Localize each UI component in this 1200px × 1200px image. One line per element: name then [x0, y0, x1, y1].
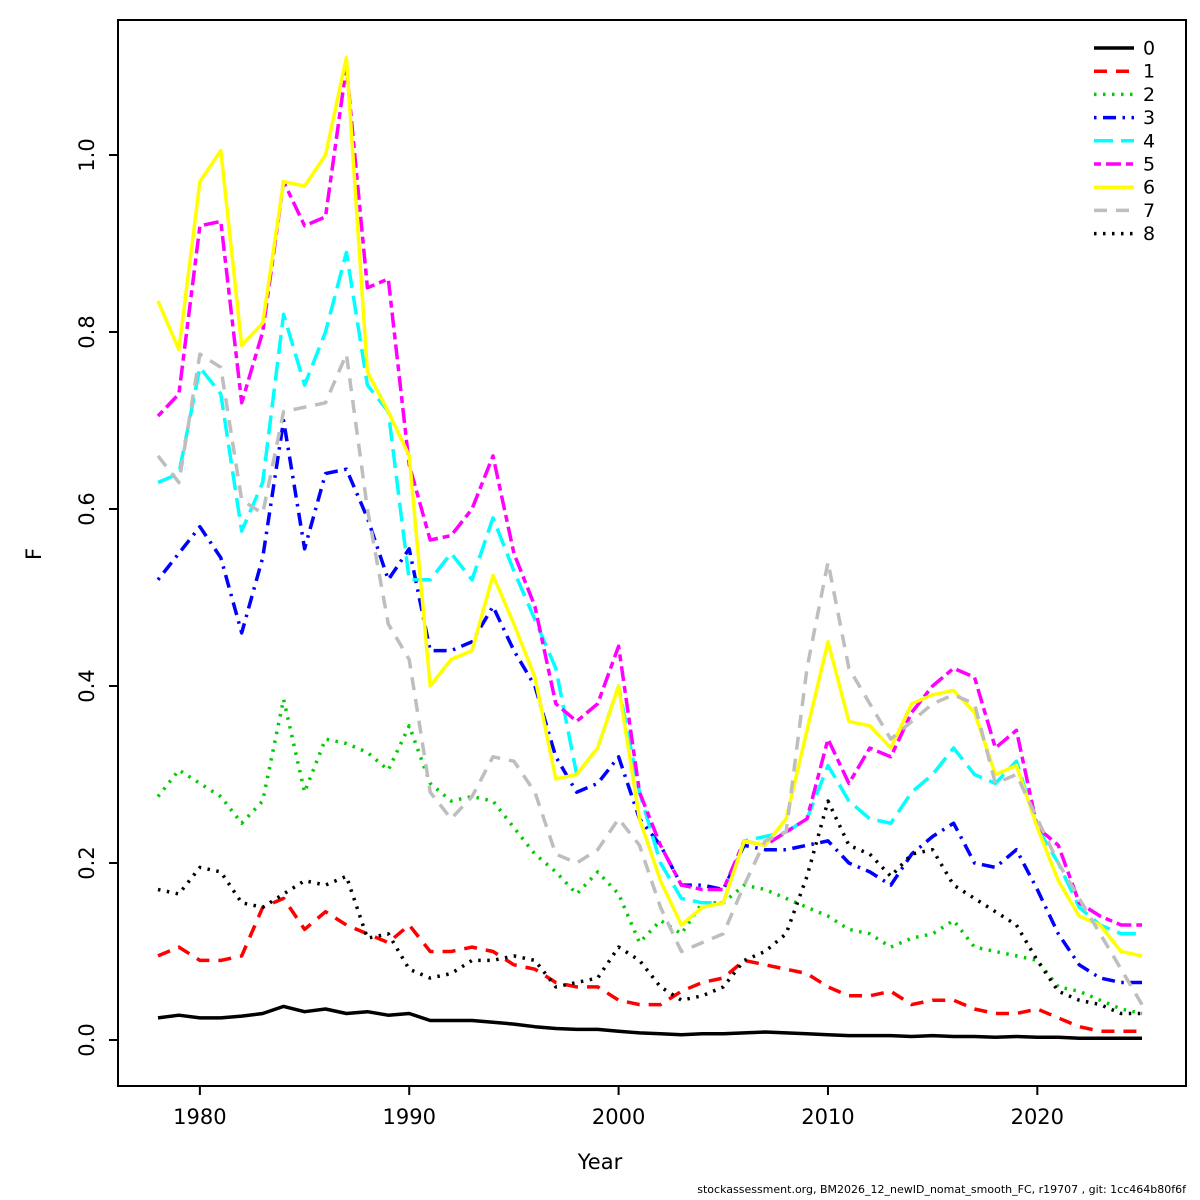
x-axis-label: Year — [577, 1150, 623, 1174]
x-tick-label: 2020 — [1011, 1105, 1064, 1129]
legend-label: 0 — [1143, 38, 1155, 60]
legend-label: 6 — [1143, 177, 1155, 199]
series-line-3 — [156, 418, 1142, 985]
legend-item-2: 2 — [1094, 84, 1155, 106]
x-tick-label: 2000 — [592, 1105, 645, 1129]
series-line-6 — [156, 55, 1143, 958]
legend-item-4: 4 — [1094, 130, 1155, 152]
series-line-2 — [156, 697, 1143, 1016]
legend-item-6: 6 — [1094, 177, 1155, 199]
y-tick-label: 0.0 — [75, 1023, 99, 1056]
legend-label: 2 — [1143, 84, 1155, 106]
y-tick-label: 0.2 — [75, 846, 99, 879]
series-line-1 — [157, 896, 1142, 1033]
legend-label: 1 — [1143, 61, 1155, 83]
legend-item-3: 3 — [1094, 107, 1155, 129]
legend-label: 3 — [1143, 107, 1155, 129]
y-tick-label: 0.4 — [75, 669, 99, 702]
legend-label: 8 — [1143, 223, 1155, 245]
x-tick-label: 2010 — [801, 1105, 854, 1129]
footer-run-info: stockassessment.org, BM2026_12_newID_nom… — [697, 1183, 1186, 1196]
legend-item-0: 0 — [1094, 38, 1155, 60]
series-line-7 — [156, 352, 1144, 1006]
y-tick-label: 0.8 — [75, 315, 99, 348]
legend-label: 7 — [1143, 200, 1155, 222]
legend-item-8: 8 — [1094, 223, 1155, 245]
legend-item-5: 5 — [1094, 154, 1155, 176]
series-line-5 — [156, 64, 1142, 927]
legend-label: 5 — [1143, 154, 1155, 176]
plot-box — [117, 19, 1187, 1087]
x-tick-label: 1990 — [383, 1105, 436, 1129]
legend-item-7: 7 — [1094, 200, 1155, 222]
x-tick-label: 1980 — [173, 1105, 226, 1129]
series-line-8 — [157, 799, 1142, 1016]
y-tick-label: 0.6 — [75, 492, 99, 525]
series-line-0 — [157, 1004, 1142, 1040]
legend-label: 4 — [1143, 130, 1155, 152]
y-tick-label: 1.0 — [75, 138, 99, 171]
y-axis-label: F — [22, 547, 46, 561]
legend-item-1: 1 — [1094, 61, 1155, 83]
series-line-4 — [157, 250, 1142, 936]
